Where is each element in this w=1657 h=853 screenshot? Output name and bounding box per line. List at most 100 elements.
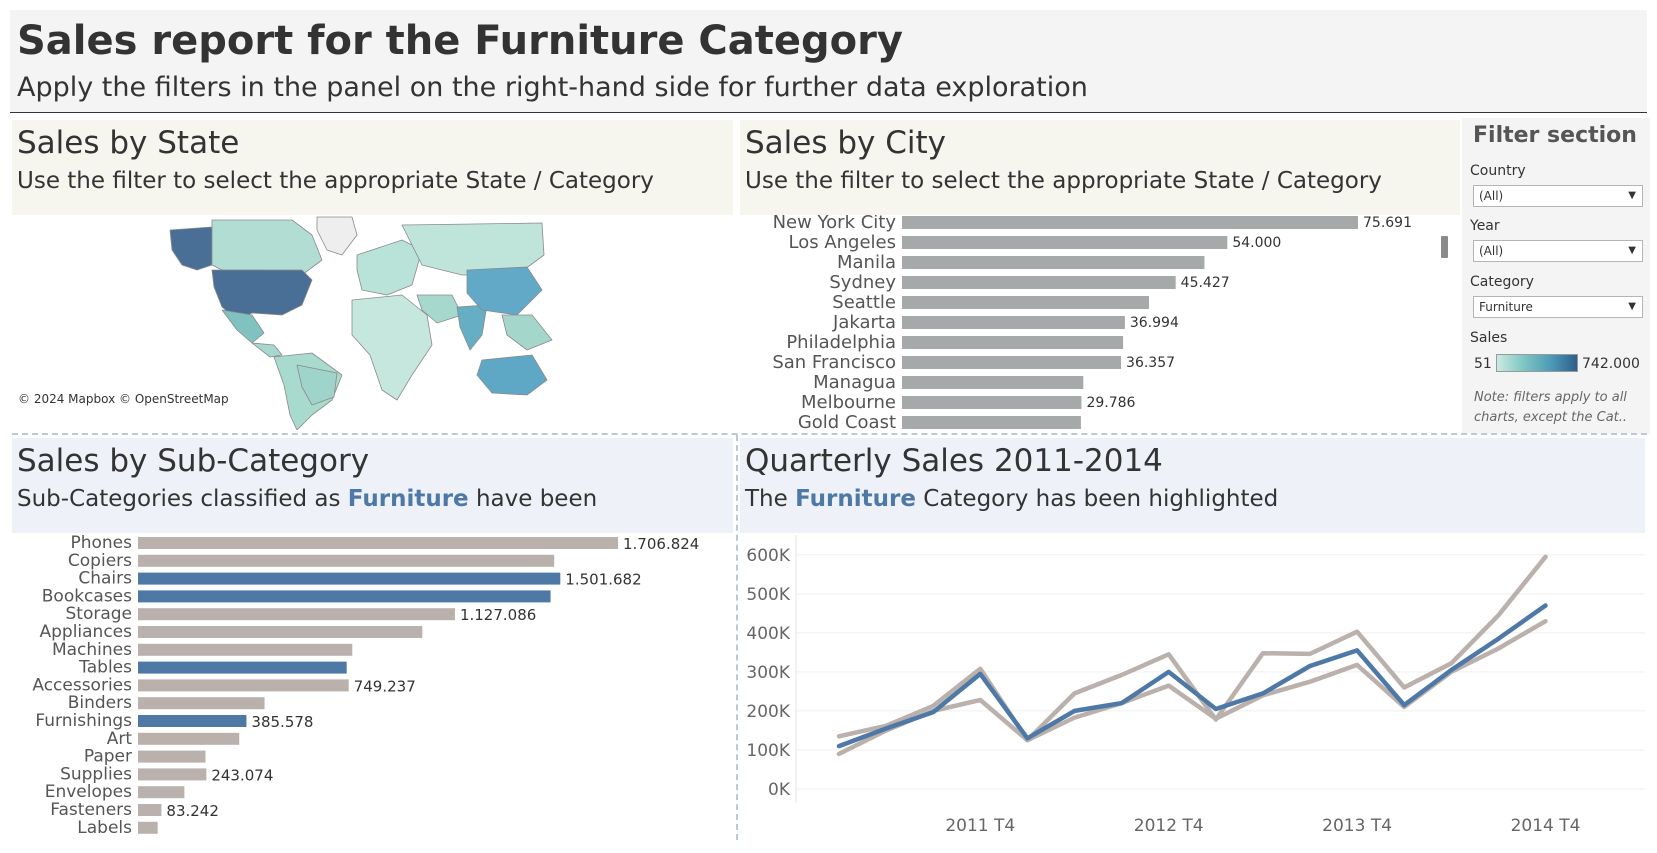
city-category-label: Los Angeles [789,232,897,253]
map-greenland [316,216,358,256]
map-middle-east [416,294,463,324]
city-bar [902,256,1205,269]
quarterly-line-chart[interactable]: 0K 100K 200K 300K 400K 500K 600K 2011 T4 2012 T4… [740,533,1645,843]
subcategory-label: Tables [78,658,132,678]
city-value-label: 29.786 [1086,395,1135,411]
sales-legend-label: Sales [1470,330,1508,346]
subcat-panel-subtitle: Sub-Categories classified as Furniture h… [17,486,597,512]
subcategory-value-label: 1.127.086 [460,606,536,624]
map-africa [351,294,433,401]
city-panel-title: Sales by City [745,125,947,161]
subcategory-label: Accessories [32,675,132,695]
city-bar [902,336,1124,349]
subcategory-label: Fasteners [50,800,132,820]
x-tick-label: 2012 T4 [1134,816,1204,836]
subcategory-value-label: 385.578 [251,713,313,731]
city-panel-header: Sales by City Use the filter to select t… [740,120,1460,215]
quarter-subtitle-highlight: Furniture [795,486,916,512]
city-bar [902,216,1358,229]
x-tick-label: 2013 T4 [1322,816,1392,836]
quarter-subtitle-tail: Category has been highlighted [915,486,1279,512]
subcategory-value-label: 749.237 [354,677,416,695]
map-mexico [221,309,265,344]
subcategory-label: Envelopes [45,782,132,802]
city-category-label: Managua [813,372,896,393]
subcategory-bar [138,661,347,674]
city-bar [902,236,1228,249]
city-bar-chart[interactable]: New York City 75.691 Los Angeles 54.000 Mani… [740,215,1460,430]
quarter-panel-subtitle: The Furniture Category has been highligh… [745,486,1278,512]
city-scrollbar[interactable] [1441,236,1448,258]
subcat-subtitle-highlight: Furniture [347,486,469,512]
city-value-label: 75.691 [1363,215,1412,231]
subcategory-bar [138,679,349,692]
map-usa [211,269,313,321]
city-category-label: Seattle [832,292,896,313]
year-filter-select[interactable]: (All) ▼ [1473,240,1643,262]
city-category-label: San Francisco [772,352,896,373]
city-bar [902,296,1150,309]
filter-section-title: Filter section [1473,123,1637,148]
country-filter-value: (All) [1479,189,1504,203]
year-filter-value: (All) [1479,244,1504,258]
category-filter-value: Furniture [1479,300,1533,314]
subcategory-value-label: 243.074 [211,766,273,784]
country-filter-select[interactable]: (All) ▼ [1473,185,1643,207]
subcategory-bar [138,697,265,710]
quarter-subtitle-text: The [745,486,796,512]
category-filter-select[interactable]: Furniture ▼ [1473,296,1643,318]
city-value-label: 54.000 [1232,235,1281,251]
map-southeast-asia [501,314,553,351]
filter-panel: Filter section Country (All) ▼ Year (All… [1462,118,1650,434]
map-europe [356,239,423,296]
state-panel-title: Sales by State [17,125,240,161]
subcategory-label: Bookcases [42,586,132,606]
page-subtitle: Apply the filters in the panel on the ri… [17,72,1088,103]
furniture-series-line [836,603,1548,749]
subcategory-bar [138,786,185,799]
vertical-divider [736,435,738,840]
sales-color-legend [1496,354,1578,372]
city-category-label: New York City [773,215,897,233]
city-panel-subtitle: Use the filter to select the appropriate… [745,168,1382,194]
map-central-america [251,342,283,358]
subcategory-label: Machines [52,640,132,660]
city-value-label: 36.994 [1130,315,1179,331]
world-map[interactable]: © 2024 Mapbox © OpenStreetMap [12,215,733,430]
x-tick-label: 2011 T4 [945,816,1015,836]
year-filter-label: Year [1470,218,1500,234]
subcategory-label: Phones [70,533,132,553]
city-bar [902,416,1081,429]
city-bar [902,356,1122,369]
subcategory-bar [138,715,247,727]
subcat-panel-header: Sales by Sub-Category Sub-Categories cla… [12,438,733,533]
subcategory-bar [138,768,207,781]
city-value-label: 45.427 [1181,275,1230,291]
chevron-down-icon: ▼ [1628,301,1636,312]
subcategory-label: Storage [65,604,132,624]
country-filter-label: Country [1470,163,1526,179]
map-canada [211,219,323,276]
y-tick-label: 100K [746,741,790,761]
y-tick-label: 300K [746,663,790,683]
city-bar [902,276,1176,289]
y-tick-label: 400K [746,624,790,644]
map-alaska [169,226,213,271]
subcategory-bar [138,626,423,638]
city-category-label: Philadelphia [786,332,896,353]
subcategory-bar [138,643,353,656]
subcategory-label: Appliances [39,622,132,642]
city-category-label: Gold Coast [798,412,896,430]
city-value-label: 36.357 [1126,355,1175,371]
city-bar [902,376,1084,389]
subcategory-bar [138,750,206,763]
subcategory-value-label: 83.242 [166,802,219,820]
subcat-subtitle-tail: have been [468,486,598,512]
subcategory-label: Art [107,729,133,749]
city-bar [902,316,1125,329]
subcategory-bar [138,608,455,621]
map-brazil [296,364,338,406]
dashboard-header [10,10,1647,113]
city-category-label: Manila [837,252,896,273]
